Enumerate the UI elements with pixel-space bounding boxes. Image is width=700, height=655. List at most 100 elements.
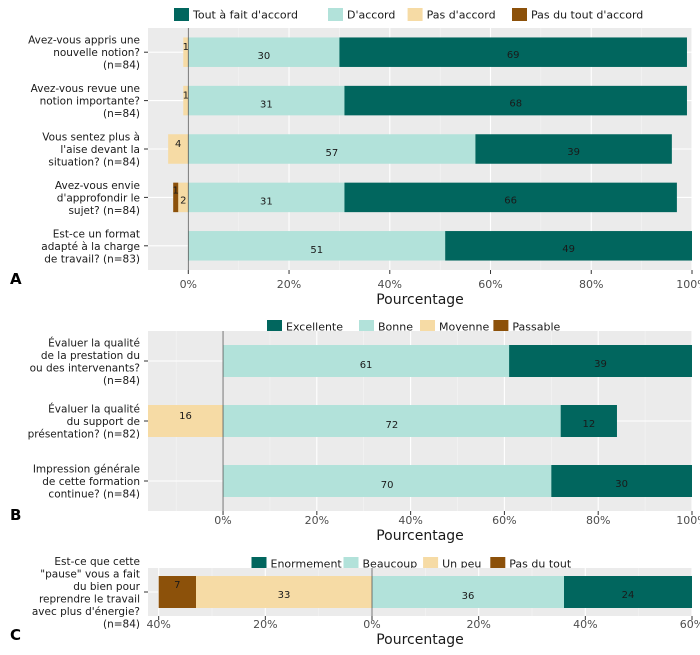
legend-swatch xyxy=(267,320,282,333)
bar-value-label: 61 xyxy=(360,360,373,371)
bar-segment-1 xyxy=(188,85,345,116)
bar-value-label: 31 xyxy=(260,196,273,207)
category-label: Avez-vous appris une nouvelle notion? (n=8… xyxy=(28,35,140,72)
bar-segment-1 xyxy=(372,576,564,608)
bar-value-label: 31 xyxy=(260,100,273,111)
bar-segment-1 xyxy=(223,405,561,437)
x-tick-label: 40% xyxy=(378,278,402,291)
category-label-line: Avez-vous envie xyxy=(55,180,140,192)
category-label-line: Vous sentez plus à xyxy=(42,132,140,144)
bar-value-label: 68 xyxy=(509,99,522,110)
legend-swatch xyxy=(174,8,189,21)
category-label: Est-ce que cette "pause" vous a fait du bi… xyxy=(32,556,141,631)
bar-value-label: 16 xyxy=(179,411,192,422)
bar-segment-1 xyxy=(223,345,510,377)
category-label-line: (n=84) xyxy=(103,108,140,120)
bar-value-label: 66 xyxy=(504,195,517,206)
bar-value-label: 57 xyxy=(325,148,338,159)
bar-value-label: 4 xyxy=(175,139,181,150)
x-tick-label: 20% xyxy=(466,618,490,631)
bar-value-label: 33 xyxy=(278,590,291,601)
bar-value-label: 2 xyxy=(180,195,186,206)
x-tick-label: 80% xyxy=(586,514,610,527)
bar-value-label: 1 xyxy=(183,42,189,53)
bar-row: 70 30 xyxy=(223,465,692,497)
category-label: Avez-vous revue une notion importante? (n=… xyxy=(31,83,140,120)
bar-segment-2 xyxy=(168,134,189,164)
category-label-line: adapté à la charge xyxy=(41,241,140,253)
category-label-line: Impression générale xyxy=(33,464,140,476)
panel-tag-c: C xyxy=(10,626,21,644)
x-tick-label: 60% xyxy=(680,618,700,631)
category-label-line: notion importante? xyxy=(40,96,140,108)
legend-label: Pas du tout xyxy=(509,558,572,571)
bar-row: 72 12 16 xyxy=(148,405,617,437)
bar-row: 57 39 4 xyxy=(168,134,672,164)
legend-swatch xyxy=(423,557,439,570)
legend-c: Enormement Beaucoup Un peu Pas du tout xyxy=(251,557,572,571)
x-tick-label: 0% xyxy=(180,278,197,291)
legend-swatch xyxy=(328,8,343,21)
bar-value-label: 69 xyxy=(507,50,520,61)
panel-c: Enormement Beaucoup Un peu Pas du tout 40% 20… xyxy=(10,556,700,648)
category-label-line: "pause" vous a fait xyxy=(40,568,140,580)
bar-segment-2 xyxy=(148,405,224,437)
x-tick-label: 0% xyxy=(363,618,380,631)
panel-tag-a: A xyxy=(10,270,22,288)
legend-label: Bonne xyxy=(378,321,413,334)
legend-swatch xyxy=(493,320,509,333)
category-label-line: Est-ce un format xyxy=(53,228,140,240)
bar-segment-1 xyxy=(188,231,446,261)
bar-segment-0 xyxy=(445,231,692,261)
category-label: Avez-vous envie d'approfondir le sujet? (n… xyxy=(55,180,140,217)
bar-value-label: 51 xyxy=(310,245,323,256)
legend-a: Tout à fait d'accord D'accord Pas d'accord… xyxy=(174,8,643,22)
x-tick-label: 60% xyxy=(492,514,516,527)
bar-segment-0 xyxy=(551,465,692,497)
legend-label: Pas du tout d'accord xyxy=(531,9,643,22)
category-label-line: d'approfondir le xyxy=(57,192,140,204)
legend-swatch xyxy=(420,320,435,333)
legend-swatch xyxy=(359,320,374,333)
category-label: Évaluer la qualité du support de présentat… xyxy=(28,403,140,441)
bar-value-label: 12 xyxy=(582,419,595,430)
category-label-line: Avez-vous appris une xyxy=(28,35,140,47)
legend-label: Pas d'accord xyxy=(427,9,496,22)
category-label-line: l'aise devant la xyxy=(60,144,140,156)
bar-segment-0 xyxy=(475,134,672,164)
category-label-line: Est-ce que cette xyxy=(54,556,140,568)
bar-value-label: 30 xyxy=(615,479,628,490)
bar-segment-3 xyxy=(158,576,196,608)
bar-segment-0 xyxy=(509,345,692,377)
bar-value-label: 24 xyxy=(622,590,635,601)
category-label: Évaluer la qualité de la prestation du ou … xyxy=(30,336,140,387)
legend-swatch xyxy=(251,557,267,570)
bar-value-label: 7 xyxy=(174,580,180,591)
category-label-line: Évaluer la qualité xyxy=(48,336,140,349)
bar-row: 31 66 21 xyxy=(173,182,677,213)
bar-segment-1 xyxy=(223,465,552,497)
category-label-line: de cette formation xyxy=(42,476,140,488)
x-tick-label: 40% xyxy=(398,514,422,527)
legend-label: Un peu xyxy=(442,558,481,571)
bar-value-label: 36 xyxy=(462,591,475,602)
x-axis-title: Pourcentage xyxy=(376,632,464,648)
bar-row: 51 49 xyxy=(188,231,692,261)
legend-label: D'accord xyxy=(347,9,395,22)
legend-swatch xyxy=(512,8,527,21)
bar-segment-2 xyxy=(183,85,189,116)
category-label-line: Avez-vous revue une xyxy=(31,83,140,95)
category-label-line: (n=84) xyxy=(103,375,140,387)
bar-row: 31 68 1 xyxy=(183,85,687,116)
x-tick-label: 20% xyxy=(305,514,329,527)
bar-segment-1 xyxy=(188,37,340,67)
legend-swatch xyxy=(490,557,506,570)
legend-label: Excellente xyxy=(286,321,343,334)
x-tick-label: 80% xyxy=(579,278,603,291)
category-label-line: ou des intervenants? xyxy=(30,362,140,374)
x-tick-label: 20% xyxy=(277,278,301,291)
x-tick-label: 40% xyxy=(573,618,597,631)
category-label-line: (n=84) xyxy=(103,618,140,630)
bar-value-label: 72 xyxy=(385,420,398,431)
x-tick-label: 20% xyxy=(253,618,277,631)
